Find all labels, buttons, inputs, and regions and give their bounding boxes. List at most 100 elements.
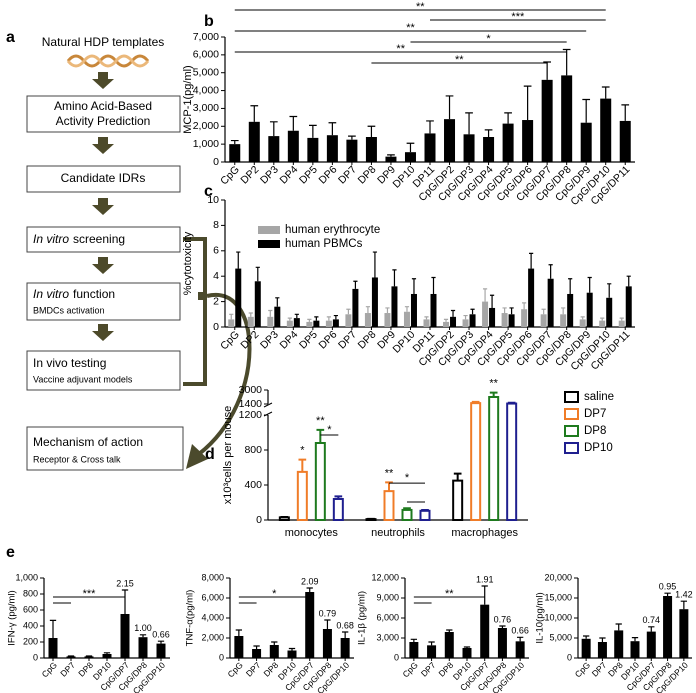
bar xyxy=(540,314,547,327)
bar xyxy=(625,286,632,327)
x-tick-label: macrophages xyxy=(451,527,518,539)
step-box xyxy=(26,226,181,253)
error-bar xyxy=(385,481,393,492)
bar xyxy=(567,293,574,327)
bar xyxy=(614,630,624,658)
y-tick-label: 10 xyxy=(207,194,219,206)
bar xyxy=(541,79,553,162)
error-bar xyxy=(619,317,624,321)
bar xyxy=(404,152,416,162)
significance-label: ** xyxy=(396,43,405,55)
x-tick-label: DP8 xyxy=(356,328,379,351)
step-italic: In vitro xyxy=(33,232,69,246)
bar xyxy=(452,479,464,521)
y-tick-label: 5,000 xyxy=(193,66,219,78)
flow-arrow xyxy=(92,72,114,89)
bar xyxy=(269,645,279,658)
bar xyxy=(346,139,358,162)
bar xyxy=(234,636,244,658)
error-bar xyxy=(411,278,417,294)
error-bar xyxy=(248,312,253,317)
bar xyxy=(450,316,457,327)
error-bar xyxy=(431,276,436,294)
x-tick-label: CpG xyxy=(40,660,59,679)
bar xyxy=(515,641,525,658)
error-bar xyxy=(307,318,312,322)
significance-label: ** xyxy=(385,467,394,479)
y-axis-label: MCP-1(pg/ml) xyxy=(182,65,194,133)
error-bar xyxy=(615,623,622,631)
error-bar xyxy=(631,637,639,642)
error-bar xyxy=(516,636,524,642)
bar xyxy=(332,319,339,327)
error-bar xyxy=(353,280,358,289)
error-bar xyxy=(271,641,278,645)
y-tick-label: 1,000 xyxy=(15,572,38,582)
flow-arrow xyxy=(92,324,114,341)
step-text: In vitro screening xyxy=(33,232,125,246)
step-box xyxy=(26,165,181,193)
bar xyxy=(254,281,261,327)
error-bar xyxy=(428,641,435,646)
step-text: In vitro function xyxy=(33,287,115,301)
bar xyxy=(606,297,613,327)
y-tick-label: 10,000 xyxy=(544,612,572,622)
error-bar xyxy=(403,507,411,510)
bar xyxy=(480,604,490,658)
x-tick-label: neutrophils xyxy=(371,527,425,539)
bar xyxy=(383,490,395,521)
bar xyxy=(365,137,377,162)
ratio-label: 0.68 xyxy=(336,620,354,630)
ratio-label: 1.91 xyxy=(476,574,494,584)
legend-label: DP10 xyxy=(584,442,613,454)
bar xyxy=(403,311,410,327)
bar xyxy=(469,314,476,327)
error-bar xyxy=(268,309,273,317)
error-bar xyxy=(328,122,337,136)
x-tick-label: DP2 xyxy=(238,328,261,351)
error-bar xyxy=(255,266,260,282)
error-bar xyxy=(599,637,606,642)
legend-swatch xyxy=(564,442,579,454)
x-tick-label: DP7 xyxy=(419,660,438,679)
bar xyxy=(581,638,591,658)
y-tick-label: 0 xyxy=(213,321,219,333)
error-bar xyxy=(316,428,325,443)
y-tick-label: 400 xyxy=(23,620,38,630)
y-tick-label: 2 xyxy=(213,295,219,307)
bar xyxy=(462,648,472,658)
bar xyxy=(296,470,308,521)
bar xyxy=(462,319,469,327)
error-bar xyxy=(269,121,278,137)
error-bar xyxy=(562,48,571,76)
bar xyxy=(430,293,437,327)
error-bar xyxy=(465,112,473,135)
x-tick-label: CpG xyxy=(225,660,244,679)
mechanism-title: Mechanism of action xyxy=(33,435,143,449)
panel-label: e xyxy=(6,544,15,561)
y-tick-label: 800 xyxy=(244,444,262,456)
bar xyxy=(66,656,76,658)
error-bar xyxy=(287,317,292,321)
legend-label: DP8 xyxy=(584,425,606,437)
bar xyxy=(322,629,332,658)
bar xyxy=(501,313,508,327)
y-tick-label: 1400 xyxy=(239,398,263,410)
error-bar xyxy=(601,86,610,99)
error-bar xyxy=(49,619,57,638)
error-bar xyxy=(509,307,514,315)
legend-label: human PBMCs xyxy=(285,238,363,250)
bar xyxy=(579,319,586,327)
bar xyxy=(427,645,437,658)
bar xyxy=(286,320,293,327)
bar xyxy=(293,318,300,327)
bar xyxy=(424,133,436,162)
ratio-label: 1.42 xyxy=(675,590,693,600)
significance-label: * xyxy=(300,445,305,457)
error-bar xyxy=(445,95,454,120)
panel-label: d xyxy=(205,446,215,463)
axis-break xyxy=(263,402,273,417)
error-bar xyxy=(348,135,356,140)
bar xyxy=(384,313,391,327)
error-bar xyxy=(621,104,630,121)
